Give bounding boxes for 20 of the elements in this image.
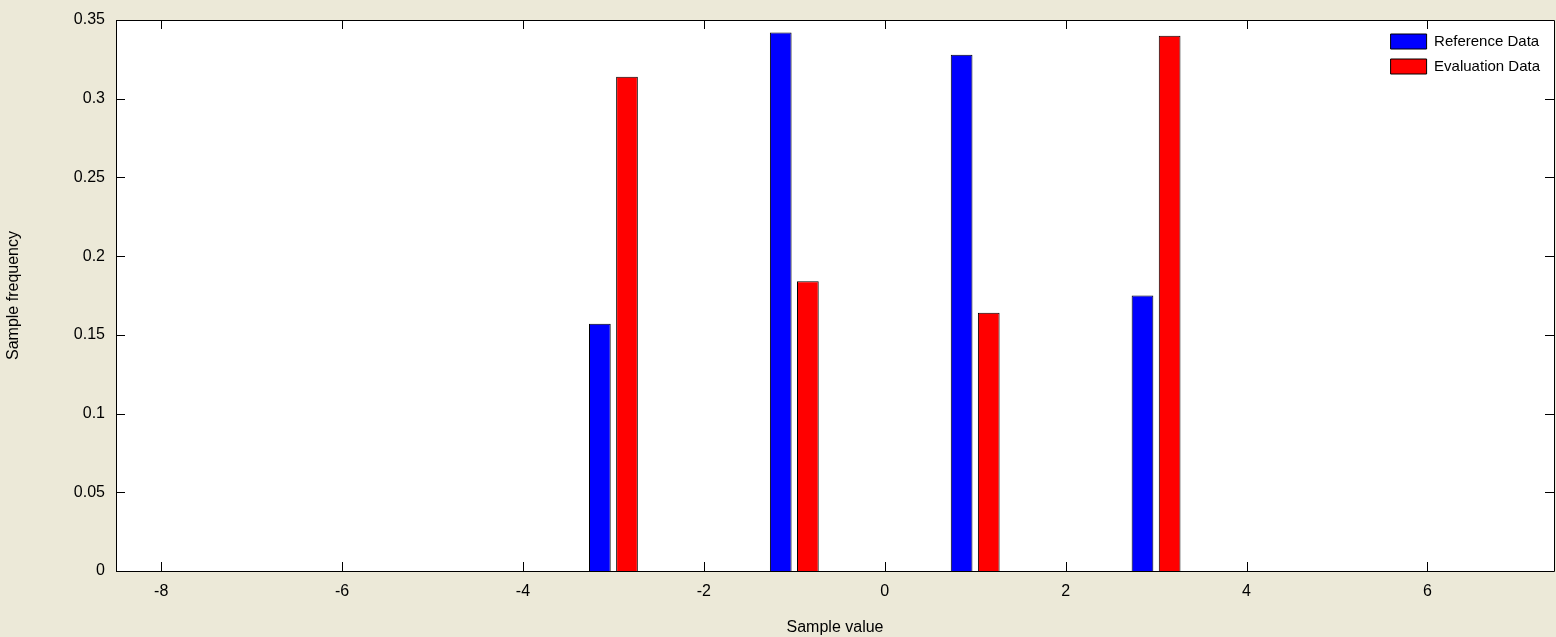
x-tick-label: -2 xyxy=(696,582,712,600)
y-tick-label: 0.25 xyxy=(73,167,106,185)
x-tick-label: -8 xyxy=(154,582,169,600)
y-tick-label: 0.35 xyxy=(73,10,106,28)
y-tick-label: 0.3 xyxy=(82,89,106,107)
x-tick-label: 4 xyxy=(1242,582,1252,600)
x-tick-label: 0 xyxy=(880,582,890,600)
y-tick-label: 0.05 xyxy=(73,482,106,500)
legend-label: Reference Data xyxy=(1434,31,1540,49)
x-tick-label: 2 xyxy=(1061,582,1071,600)
legend-label: Evaluation Data xyxy=(1434,56,1541,74)
x-tick-label: 6 xyxy=(1422,582,1432,600)
x-tick-label: -6 xyxy=(334,582,350,600)
y-tick-label: 0.15 xyxy=(73,325,106,343)
y-tick-label: 0 xyxy=(96,561,106,579)
y-tick-label: 0.1 xyxy=(82,403,106,421)
x-axis-title: Sample value xyxy=(786,617,884,635)
y-tick-label: 0.2 xyxy=(82,246,106,264)
y-axis-title: Sample frequency xyxy=(4,231,22,360)
x-tick-label: -4 xyxy=(515,582,531,600)
